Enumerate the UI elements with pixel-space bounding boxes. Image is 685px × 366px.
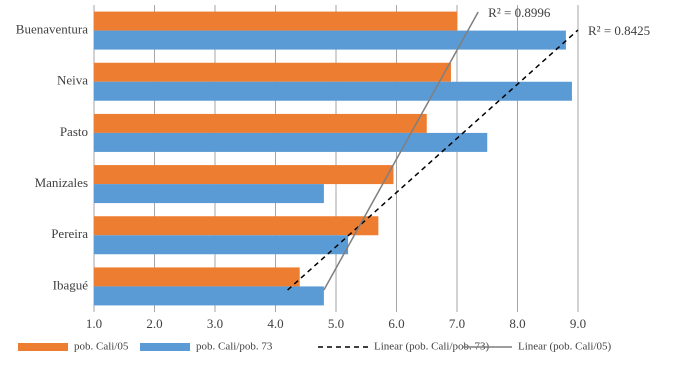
legend-label: Linear (pob. Cali/pob. 73) [374, 341, 490, 353]
x-tick-label: 9.0 [570, 316, 586, 331]
bar [94, 286, 324, 306]
x-tick-label: 4.0 [267, 316, 283, 331]
legend-label: Linear (pob. Cali/05) [518, 341, 612, 353]
bar [94, 30, 566, 50]
y-tick-label: Manizales [35, 175, 88, 190]
bar [94, 235, 349, 255]
x-tick-label: 8.0 [509, 316, 525, 331]
trendline [323, 11, 479, 291]
y-tick-label: Neiva [57, 73, 88, 88]
legend-swatch [18, 343, 68, 351]
bar [94, 216, 379, 236]
x-tick-label: 7.0 [449, 316, 465, 331]
trendline-annotation: R² = 0.8996 [488, 5, 551, 20]
bar [94, 267, 300, 287]
bar [94, 184, 324, 204]
bar [94, 165, 394, 185]
trendline-annotation: R² = 0.8425 [588, 23, 650, 38]
y-tick-label: Pereira [51, 226, 88, 241]
bar [94, 113, 427, 133]
bar [94, 62, 451, 82]
x-tick-label: 1.0 [86, 316, 102, 331]
x-tick-label: 6.0 [388, 316, 404, 331]
legend-swatch [140, 343, 190, 351]
y-tick-label: Pasto [60, 124, 88, 139]
bar [94, 11, 457, 31]
legend-label: pob. Cali/05 [74, 341, 129, 353]
legend-label: pob. Cali/pob. 73 [196, 341, 273, 353]
bar [94, 81, 572, 101]
x-tick-label: 2.0 [146, 316, 162, 331]
trendline [287, 29, 579, 291]
bar [94, 132, 488, 152]
y-tick-label: Buenaventura [16, 22, 88, 37]
y-tick-label: Ibagué [53, 277, 89, 292]
x-tick-label: 5.0 [328, 316, 344, 331]
x-tick-label: 3.0 [207, 316, 223, 331]
